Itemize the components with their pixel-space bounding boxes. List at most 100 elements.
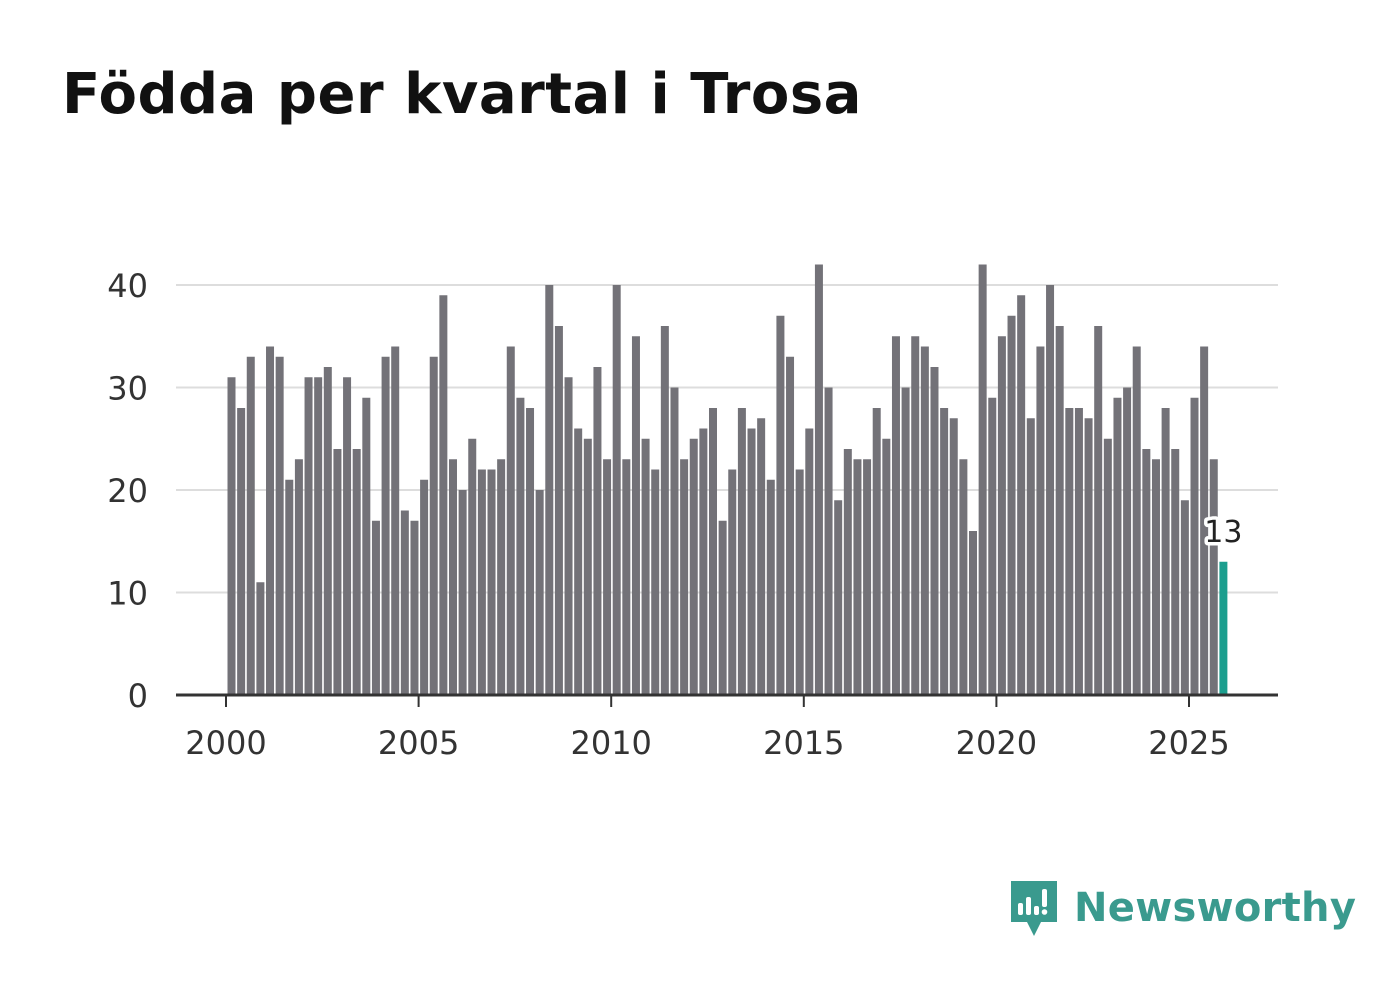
bar xyxy=(930,367,939,695)
bar xyxy=(1190,397,1199,695)
bar xyxy=(1180,500,1189,695)
bar xyxy=(304,377,313,695)
bar xyxy=(294,459,303,695)
x-tick-label: 2010 xyxy=(570,724,651,762)
bar xyxy=(1103,438,1112,695)
bar xyxy=(843,449,852,695)
bar xyxy=(699,428,708,695)
bar xyxy=(603,459,612,695)
bar xyxy=(940,408,949,695)
bar xyxy=(882,438,891,695)
bar xyxy=(429,356,438,695)
bar xyxy=(689,438,698,695)
bar xyxy=(593,367,602,695)
bar xyxy=(1113,397,1122,695)
bar xyxy=(795,469,804,695)
bar xyxy=(834,500,843,695)
bar xyxy=(1065,408,1074,695)
bar xyxy=(757,418,766,695)
data-label-last: 13 xyxy=(1204,515,1242,550)
y-tick-label: 10 xyxy=(107,575,148,613)
bar xyxy=(497,459,506,695)
bar xyxy=(872,408,881,695)
bar xyxy=(246,356,255,695)
bar xyxy=(1132,346,1141,695)
bar xyxy=(275,356,284,695)
bar xyxy=(227,377,236,695)
bar xyxy=(641,438,650,695)
bar xyxy=(256,582,265,695)
bar xyxy=(545,285,554,695)
bar xyxy=(1017,295,1026,695)
bar xyxy=(448,459,457,695)
bar xyxy=(853,459,862,695)
bar xyxy=(333,449,342,695)
bar xyxy=(381,356,390,695)
bar xyxy=(718,520,727,695)
bar xyxy=(371,520,380,695)
bar xyxy=(391,346,400,695)
bar xyxy=(631,336,640,695)
bar xyxy=(891,336,900,695)
bar xyxy=(1209,459,1218,695)
bar xyxy=(1046,285,1055,695)
bar xyxy=(458,490,467,695)
bar xyxy=(1084,418,1093,695)
bar xyxy=(574,428,583,695)
bar-highlight xyxy=(1219,561,1228,695)
bar xyxy=(680,459,689,695)
bar xyxy=(535,490,544,695)
bar xyxy=(824,387,833,695)
bar xyxy=(737,408,746,695)
brand-name: Newsworthy xyxy=(1074,885,1357,931)
bar xyxy=(766,479,775,695)
bar xyxy=(285,479,294,695)
bar xyxy=(314,377,323,695)
bar xyxy=(266,346,275,695)
bar xyxy=(410,520,419,695)
x-tick-label: 2015 xyxy=(763,724,844,762)
bar xyxy=(1036,346,1045,695)
y-axis: 0 10 20 30 40 xyxy=(107,267,148,715)
bars xyxy=(227,264,1228,695)
bar xyxy=(1074,408,1083,695)
bar xyxy=(1007,315,1016,695)
bar xyxy=(564,377,573,695)
bar xyxy=(660,326,669,695)
bar xyxy=(237,408,246,695)
bar xyxy=(1094,326,1103,695)
bar xyxy=(651,469,660,695)
x-tick-label: 2025 xyxy=(1148,724,1229,762)
bar xyxy=(516,397,525,695)
bar xyxy=(1151,459,1160,695)
bar xyxy=(612,285,621,695)
bar xyxy=(1142,449,1151,695)
bar xyxy=(1171,449,1180,695)
bar xyxy=(1123,387,1132,695)
bar xyxy=(439,295,448,695)
y-tick-label: 30 xyxy=(107,370,148,408)
bar xyxy=(959,459,968,695)
x-tick-label: 2000 xyxy=(185,724,266,762)
bar xyxy=(969,531,978,695)
bar xyxy=(863,459,872,695)
x-tick-label: 2005 xyxy=(378,724,459,762)
bar xyxy=(901,387,910,695)
bar xyxy=(526,408,535,695)
bar xyxy=(468,438,477,695)
bar xyxy=(583,438,592,695)
chart-title: Födda per kvartal i Trosa xyxy=(62,62,862,127)
bar xyxy=(362,397,371,695)
bar xyxy=(400,510,409,695)
bar xyxy=(554,326,563,695)
bar xyxy=(728,469,737,695)
bar xyxy=(477,469,486,695)
bar xyxy=(988,397,997,695)
bar xyxy=(1161,408,1170,695)
bar xyxy=(709,408,717,695)
bar xyxy=(506,346,515,695)
bar xyxy=(670,387,679,695)
bar xyxy=(814,264,823,695)
y-tick-label: 20 xyxy=(107,472,148,510)
